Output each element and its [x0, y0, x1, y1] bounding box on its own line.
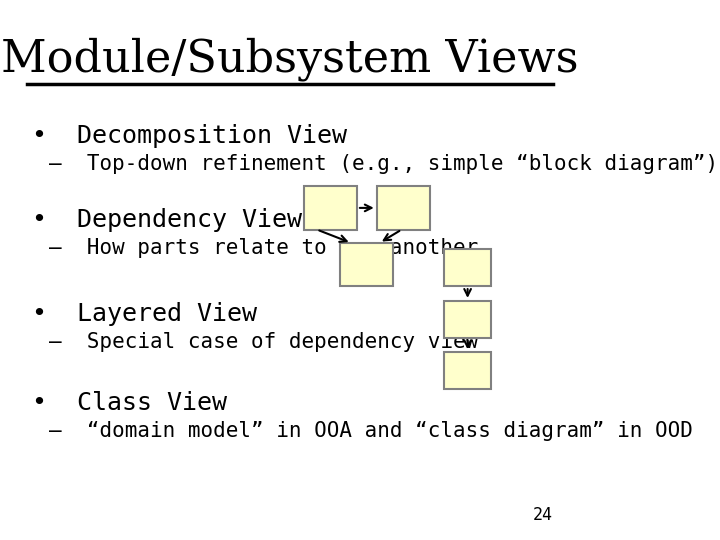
FancyBboxPatch shape	[444, 249, 492, 286]
Text: •  Layered View: • Layered View	[32, 302, 257, 326]
FancyBboxPatch shape	[377, 186, 430, 230]
Text: •  Class View: • Class View	[32, 392, 227, 415]
Text: 24: 24	[533, 506, 553, 524]
Text: •  Dependency View: • Dependency View	[32, 208, 302, 232]
Text: –  Special case of dependency view: – Special case of dependency view	[49, 332, 478, 352]
Text: –  Top-down refinement (e.g., simple “block diagram”): – Top-down refinement (e.g., simple “blo…	[49, 154, 718, 174]
Text: –  “domain model” in OOA and “class diagram” in OOD: – “domain model” in OOA and “class diagr…	[49, 421, 693, 441]
FancyBboxPatch shape	[444, 301, 492, 338]
FancyBboxPatch shape	[444, 352, 492, 389]
Text: –  How parts relate to one another: – How parts relate to one another	[49, 238, 478, 258]
Text: Module/Subsystem Views: Module/Subsystem Views	[1, 38, 579, 82]
Text: •  Decomposition View: • Decomposition View	[32, 124, 347, 148]
FancyBboxPatch shape	[304, 186, 357, 230]
FancyBboxPatch shape	[340, 243, 393, 286]
